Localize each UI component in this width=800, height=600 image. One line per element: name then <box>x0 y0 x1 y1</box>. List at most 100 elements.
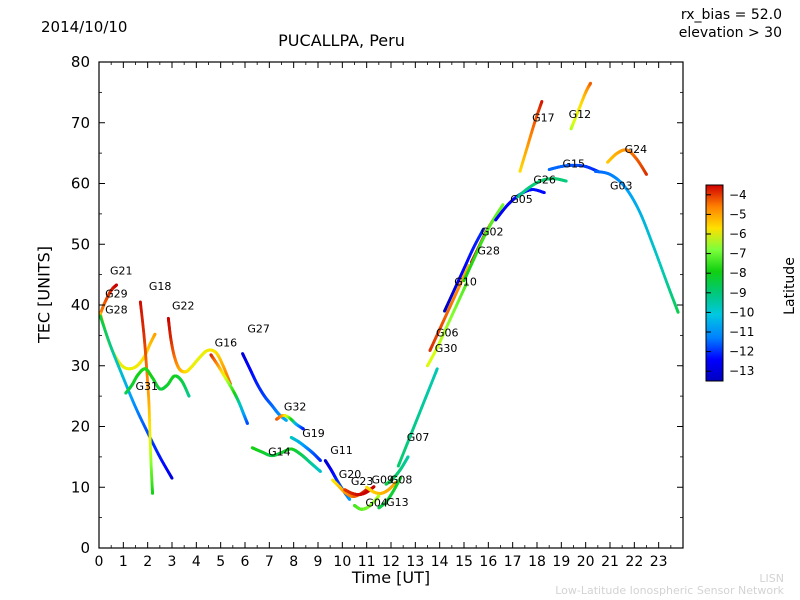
colorbar-tick-label: −9 <box>729 286 747 300</box>
colorbar-tick-label: −12 <box>729 345 754 359</box>
data-point <box>540 100 544 103</box>
satellite-label: G12 <box>569 108 592 121</box>
x-tick-label: 17 <box>504 554 522 570</box>
data-point <box>645 172 648 176</box>
satellite-track <box>593 169 680 314</box>
y-tick-label: 0 <box>80 539 90 557</box>
x-tick-label: 22 <box>625 554 643 570</box>
x-tick-label: 1 <box>119 554 128 570</box>
satellite-track <box>99 314 174 480</box>
satellite-label: G15 <box>563 158 586 171</box>
data-point <box>501 203 505 207</box>
satellite-label: G06 <box>436 327 459 340</box>
axis-tick-label-layer: 0 1 2 3 4 5 6 7 8 9 10 11 12 13 14 15 16 17 18 19 20 21 22 2301… <box>71 53 668 570</box>
satellite-track <box>377 476 403 510</box>
colorbar-tick-label: −13 <box>729 364 754 378</box>
satellite-track <box>289 435 322 462</box>
colorbar-tick-label: −5 <box>729 207 747 221</box>
x-tick-label: 23 <box>650 554 668 570</box>
data-point <box>115 283 118 287</box>
data-point <box>284 418 288 422</box>
satellite-label: G14 <box>268 446 291 459</box>
data-point <box>377 494 381 498</box>
colorbar-tick-label: −8 <box>729 266 747 280</box>
x-tick-label: 2 <box>143 554 152 570</box>
data-point <box>318 470 322 473</box>
satellite-track <box>443 227 485 313</box>
data-point <box>318 459 322 462</box>
satellite-label: G21 <box>110 265 133 278</box>
satellite-label: G11 <box>330 444 353 457</box>
y-tick-label: 10 <box>71 478 90 496</box>
satellite-label: G30 <box>435 342 458 355</box>
date-label: 2014/10/10 <box>41 18 128 36</box>
y-tick-label: 60 <box>71 175 90 193</box>
satellite-track <box>494 188 546 222</box>
data-series-layer <box>99 81 680 511</box>
satellite-track <box>462 203 505 283</box>
data-point <box>245 422 249 425</box>
elevation-text: elevation > 30 <box>678 24 782 41</box>
satellite-label: G28 <box>477 245 500 258</box>
data-point <box>187 394 191 398</box>
data-point <box>348 497 352 501</box>
satellite-track <box>275 414 305 431</box>
satellite-track <box>396 367 439 468</box>
satellite-label: G32 <box>284 401 307 414</box>
y-tick-label: 20 <box>71 418 90 436</box>
y-tick-label: 80 <box>71 53 90 71</box>
data-point <box>589 81 592 85</box>
satellite-track <box>353 494 381 511</box>
data-point <box>301 427 305 431</box>
satellite-label: G04 <box>365 497 388 510</box>
x-tick-label: 12 <box>382 554 400 570</box>
watermark-acronym: LISN <box>759 572 784 585</box>
watermark-full-name: Low-Latitude Ionospheric Sensor Network <box>555 584 784 597</box>
satellite-track <box>241 352 288 422</box>
satellite-track <box>343 485 376 497</box>
y-tick-label: 50 <box>71 235 90 253</box>
data-point <box>170 476 174 480</box>
x-tick-label: 13 <box>406 554 424 570</box>
colorbar-tick-label: −7 <box>729 247 747 261</box>
satellite-label: G20 <box>339 468 362 481</box>
colorbar-tick-label: −11 <box>729 325 754 339</box>
x-tick-label: 7 <box>265 554 274 570</box>
data-point <box>435 367 439 371</box>
colorbar-tick-label: −6 <box>729 227 747 241</box>
x-tick-label: 5 <box>216 554 225 570</box>
colorbar-tick-label: −4 <box>729 188 747 202</box>
x-tick-label: 11 <box>358 554 376 570</box>
satellite-label: G09 <box>372 474 395 487</box>
data-point <box>372 485 376 489</box>
x-tick-label: 8 <box>289 554 298 570</box>
satellite-track <box>606 148 648 176</box>
satellite-track <box>365 480 398 495</box>
satellite-track <box>518 100 544 173</box>
y-tick-label: 30 <box>71 357 90 375</box>
data-point <box>464 282 468 286</box>
satellite-track <box>138 300 154 495</box>
satellite-track <box>569 81 592 131</box>
y-tick-label: 70 <box>71 114 90 132</box>
x-tick-label: 21 <box>601 554 619 570</box>
satellite-track <box>124 367 191 398</box>
satellite-label: G07 <box>407 431 430 444</box>
x-tick-label: 20 <box>577 554 595 570</box>
x-tick-label: 6 <box>241 554 250 570</box>
satellite-label: G19 <box>302 427 325 440</box>
satellite-track <box>250 446 322 473</box>
satellite-label: G26 <box>533 174 556 187</box>
axis-tick-layer <box>98 61 683 549</box>
data-point <box>542 191 546 195</box>
satellite-track <box>166 316 232 386</box>
annotation-block: rx_bias = 52.0 elevation > 30 <box>679 7 782 42</box>
satellite-label: G18 <box>149 280 172 293</box>
colorbar-tick-label: −10 <box>729 305 754 319</box>
satellite-label: G28 <box>105 304 128 317</box>
satellite-label: G08 <box>390 474 413 487</box>
x-tick-label: 3 <box>168 554 177 570</box>
